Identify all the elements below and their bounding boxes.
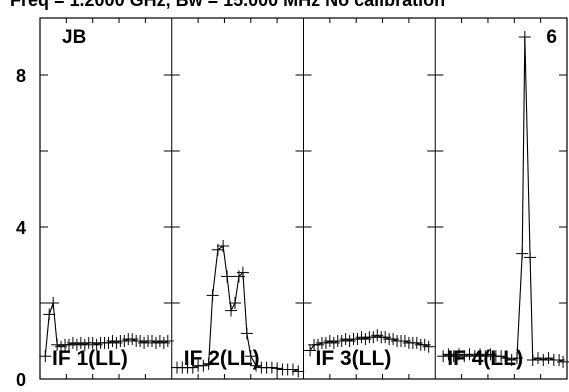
y-tick-label: 4 xyxy=(16,218,26,238)
axes-layer xyxy=(39,17,568,380)
panel-label: IF 1(LL) xyxy=(52,347,128,370)
y-tick-label: 8 xyxy=(16,66,26,86)
panel-label: IF 4(LL) xyxy=(447,347,523,370)
label-layer: 0 4 8 IF 1(LL) JB IF 2(LL) IF 3(LL) IF 4(LL) 6 xyxy=(16,27,557,390)
panel-label: IF 3(LL) xyxy=(316,347,392,370)
panel-label: IF 2(LL) xyxy=(184,347,260,370)
corner-label: JB xyxy=(62,27,86,48)
panel-series-3 xyxy=(304,329,435,357)
panel-series-2 xyxy=(171,240,305,378)
panel-series-4 xyxy=(437,31,569,368)
panel-series-1 xyxy=(39,297,174,363)
series-layer xyxy=(39,31,569,378)
chart-title: Freq = 1.2000 GHz, Bw = 15.000 MHz No ca… xyxy=(10,0,445,10)
y-tick-label: 0 xyxy=(16,370,26,387)
corner-label: 6 xyxy=(546,27,557,48)
series-line xyxy=(442,36,564,363)
